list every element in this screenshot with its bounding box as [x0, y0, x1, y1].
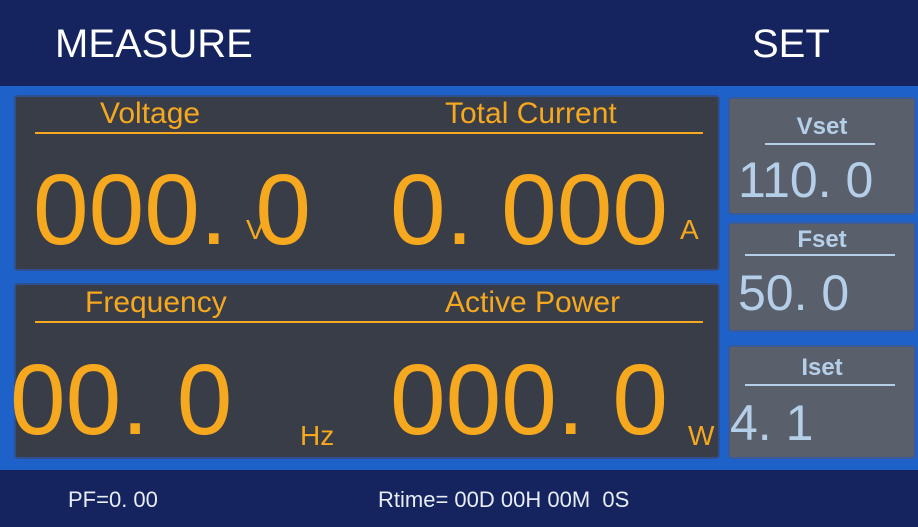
separator: [35, 132, 703, 134]
measure-panel: [14, 95, 720, 271]
measure-value: 000. 0: [390, 344, 669, 456]
measure-unit: W: [688, 420, 715, 451]
set-panel: [728, 345, 916, 459]
measure-value: 0. 000: [390, 154, 669, 266]
measure-label: Active Power: [445, 286, 621, 319]
set-value: 110. 0: [738, 152, 874, 208]
set-panel: [728, 97, 916, 215]
set-value: 50. 0: [738, 265, 850, 321]
set-value: 4. 1: [730, 395, 814, 451]
set-label: Vset: [796, 113, 848, 140]
measure-unit: A: [680, 214, 699, 245]
set-panel: [728, 222, 916, 332]
set-label: Iset: [801, 354, 843, 381]
footer-bar: [0, 470, 918, 527]
run-time: Rtime= 00D 00H 00M 0S: [378, 487, 630, 512]
set-label: Fset: [797, 226, 847, 253]
power-factor: PF=0. 00: [68, 487, 158, 512]
measure-unit: Hz: [300, 420, 335, 451]
measure-value: 00. 0: [10, 344, 233, 456]
measure-value: 000. 0: [33, 154, 312, 266]
measure-panel: [14, 283, 720, 459]
separator: [745, 384, 895, 386]
set-title: SET: [752, 22, 830, 66]
measure-label: Frequency: [85, 286, 227, 319]
measure-title: MEASURE: [55, 22, 253, 66]
measure-label: Voltage: [100, 97, 201, 130]
separator: [745, 254, 895, 256]
measure-label: Total Current: [445, 97, 617, 130]
separator: [765, 143, 875, 145]
measure-unit: V: [246, 214, 265, 245]
header-bar: [0, 0, 918, 86]
separator: [35, 321, 703, 323]
